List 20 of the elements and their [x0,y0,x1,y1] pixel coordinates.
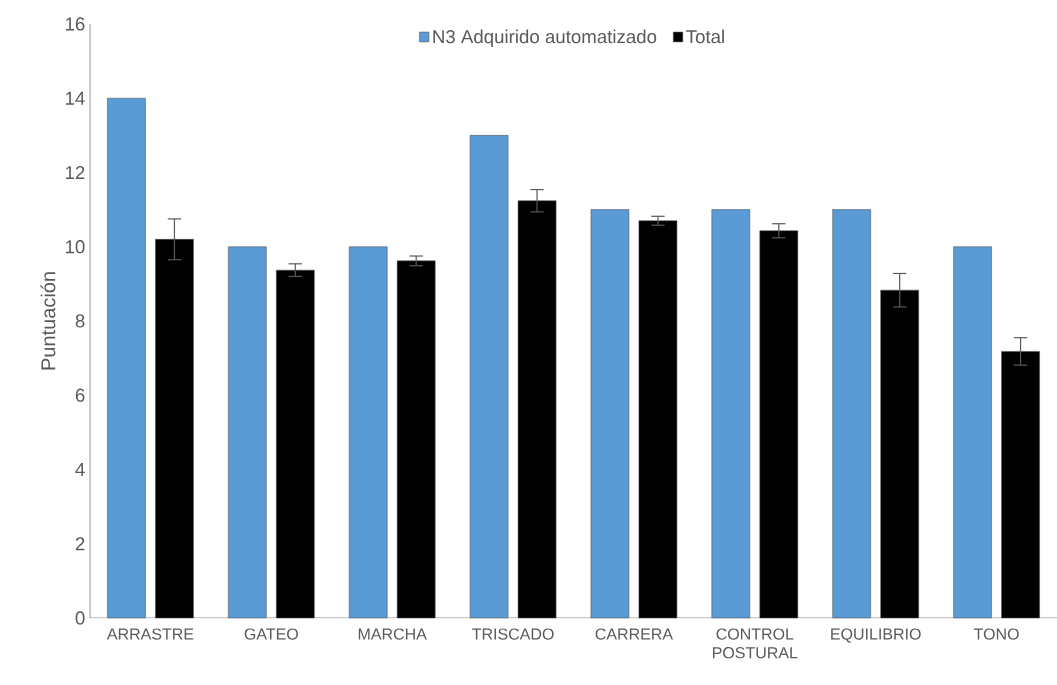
y-tick-label: 8 [75,314,85,328]
x-tick-label: CONTROL POSTURAL [713,628,798,659]
y-tick-label: 0 [75,611,85,625]
legend-label: N3 Adquirido automatizado [433,29,657,47]
x-tick-label: MARCHA [358,628,427,640]
legend-label: Total [686,29,724,44]
y-tick-label: 4 [75,463,85,476]
x-tick-label: EQUILIBRIO [831,628,921,643]
y-tick-label: 10 [65,240,85,254]
x-tick-label: CARRERA [595,628,674,640]
x-tick-label: ARRASTRE [106,628,194,640]
y-tick-label: 12 [65,165,85,180]
y-tick-label: 14 [65,91,85,105]
y-tick-label: 2 [75,537,85,551]
y-axis-title: Puntuación [40,272,56,370]
y-tick-label: 6 [75,388,85,402]
y-tick-label: 16 [65,17,85,31]
x-tick-label: GATEO [244,628,298,640]
x-tick-label: TRISCADO [472,628,554,640]
x-tick-label: TONO [973,628,1019,640]
